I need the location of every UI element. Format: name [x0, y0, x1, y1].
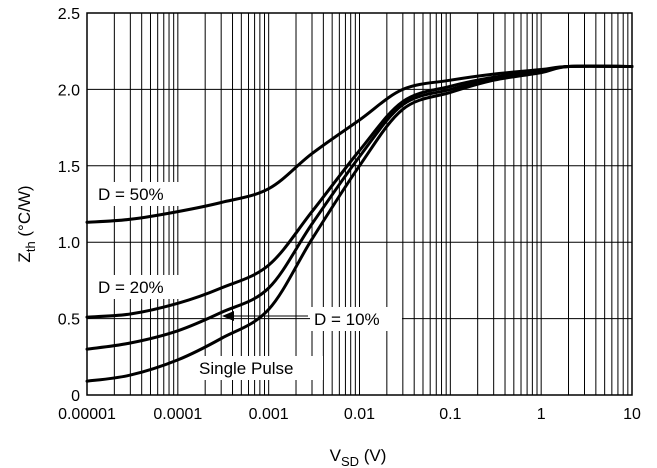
- plot-frame: [86, 12, 633, 396]
- annotation-d20-bg: [94, 275, 186, 299]
- x-tick-label: 0.1: [439, 406, 461, 423]
- y-tick-label: 2.5: [58, 6, 80, 23]
- y-axis-label: Zth (°C/W): [15, 185, 38, 262]
- y-tick-label: 0.5: [58, 312, 80, 329]
- x-tick-label: 0.00001: [58, 406, 116, 423]
- x-tick-label: 0.001: [249, 406, 289, 423]
- y-tick-labels: 0 0.5 1.0 1.5 2.0 2.5: [58, 6, 80, 405]
- grid-layer: [86, 12, 632, 396]
- y-tick-label: 0: [71, 388, 80, 405]
- y-tick-label: 2.0: [58, 82, 80, 99]
- annotation-d10-bg: [310, 307, 402, 331]
- y-tick-label: 1.0: [58, 235, 80, 252]
- x-tick-label: 0.01: [344, 406, 375, 423]
- curve-layer: [85, 64, 634, 383]
- annotation-d20: D = 20%: [98, 278, 164, 297]
- x-tick-label: 10: [623, 406, 641, 423]
- annotation-single-pulse: Single Pulse: [199, 359, 294, 378]
- x-axis-label: VSD (V): [330, 446, 387, 468]
- y-tick-label: 1.5: [58, 159, 80, 176]
- annotation-d50-bg: [94, 182, 186, 206]
- annotation-d10: D = 10%: [314, 310, 380, 329]
- series-line-3: [85, 64, 634, 383]
- x-tick-label: 1: [537, 406, 546, 423]
- x-tick-labels: 0.00001 0.0001 0.001 0.01 0.1 1 10: [58, 406, 641, 423]
- annotation-single-bg: [195, 356, 323, 380]
- x-tick-label: 0.0001: [153, 406, 202, 423]
- annotation-d10-arrowhead: [222, 311, 234, 321]
- annotation-d50: D = 50%: [98, 185, 164, 204]
- series-line-0: [85, 64, 634, 224]
